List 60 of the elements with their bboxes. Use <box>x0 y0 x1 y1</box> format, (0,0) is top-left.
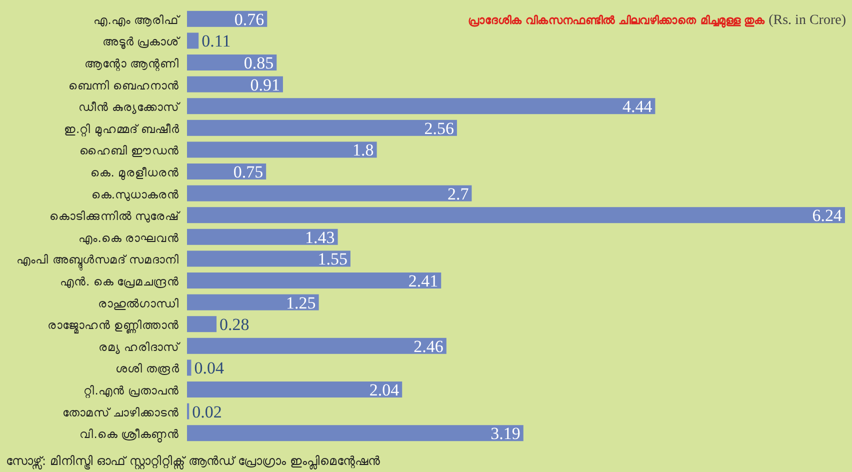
y-tick-label: എൻ. കെ പ്രേമചന്ദ്രൻ <box>60 274 179 290</box>
bar <box>187 185 472 202</box>
bar <box>187 76 283 92</box>
text: പ്രാദേശിക വികസനഫണ്ടിൽ ചിലവഴിക്കാതെ മിച്ചമുള്ള തുക <box>468 14 766 28</box>
bar <box>187 32 199 49</box>
bar <box>187 294 319 310</box>
data-label: 0.02 <box>192 402 222 422</box>
y-tick-label: രാജ്മോഹൻ ഉണ്ണിത്താൻ <box>47 318 179 334</box>
data-label: 2.41 <box>408 272 438 290</box>
y-tick-label: ഇ.റ്റി മുഹമ്മദ് ബഷീർ <box>64 122 180 137</box>
bar <box>187 98 656 114</box>
y-tick-label: റ്റി.എൻ പ്രതാപൻ <box>84 384 179 398</box>
bar <box>187 316 217 332</box>
y-tick-label: അടൂർ പ്രകാശ് <box>102 34 181 50</box>
data-label: 1.55 <box>318 250 348 269</box>
y-tick-label: എം.കെ രാഘവൻ <box>78 230 179 246</box>
data-label: 2.56 <box>424 118 454 138</box>
y-tick-label: രമ്യ ഹരിദാസ് <box>98 340 181 354</box>
bar <box>187 142 377 158</box>
data-label: 1.8 <box>352 140 374 160</box>
y-tick-label: എ.എം ആരിഫ് <box>94 12 181 28</box>
data-label: 1.25 <box>286 293 316 312</box>
y-tick-label: ആന്റോ ആന്റണി <box>84 56 179 72</box>
bar <box>187 425 524 442</box>
data-label: 2.04 <box>369 380 400 400</box>
bar <box>187 164 266 180</box>
y-tick-label: രാഹുൽഗാന്ധി <box>98 296 179 310</box>
y-tick-label: കൊടിക്കുന്നിൽ സുരേഷ് <box>49 209 181 224</box>
data-label: 0.91 <box>250 75 280 94</box>
y-tick-label: എംപി അബ്ദുൾസമദ് സമദാനി <box>16 252 179 271</box>
bar <box>187 382 402 398</box>
bar <box>187 360 192 376</box>
data-label: 0.04 <box>194 358 224 378</box>
text: സോഴ്സ്: മിനിസ്ട്രി ഓഫ് സ്റ്റാറ്റിറ്റിക്സ് ആൻഡ് പ്രോഗ്രാം ഇംപ്ലിമെന്റേഷൻ <box>6 454 380 470</box>
data-label: 1.43 <box>305 228 335 247</box>
y-tick-label: കെ.സുധാകരൻ <box>91 187 179 202</box>
bar <box>187 207 845 224</box>
data-label: 0.11 <box>202 32 231 51</box>
bar <box>187 272 442 288</box>
y-tick-label: ബെന്നി ബെഹനാൻ <box>68 78 179 92</box>
bar <box>187 338 446 354</box>
y-tick-label: കെ. മുരളീധരൻ <box>90 166 179 180</box>
data-label: 0.85 <box>244 54 274 72</box>
data-label: 3.19 <box>490 424 520 444</box>
data-label: 6.24 <box>812 206 842 226</box>
data-label: 0.76 <box>234 10 264 29</box>
data-label: 2.7 <box>447 184 470 204</box>
bar <box>187 250 350 267</box>
chart-subtitle: (Rs. in Crore) <box>765 13 846 28</box>
bar <box>187 228 338 245</box>
y-tick-label: ശശി തരൂർ <box>115 362 180 376</box>
y-tick-label: തോമസ് ചാഴിക്കാടൻ <box>62 405 179 420</box>
data-label: 0.28 <box>220 315 250 334</box>
y-tick-label: ഡീൻ കുര്യക്കോസ് <box>78 100 181 114</box>
data-label: 0.75 <box>233 162 264 182</box>
data-label: 2.46 <box>414 336 444 356</box>
bar <box>187 120 457 136</box>
data-label: 4.44 <box>622 97 653 116</box>
y-tick-label: വി.കെ ശ്രീകണ്ഠൻ <box>80 427 179 444</box>
y-tick-label: ഹൈബി ഈഡൻ <box>79 144 179 158</box>
